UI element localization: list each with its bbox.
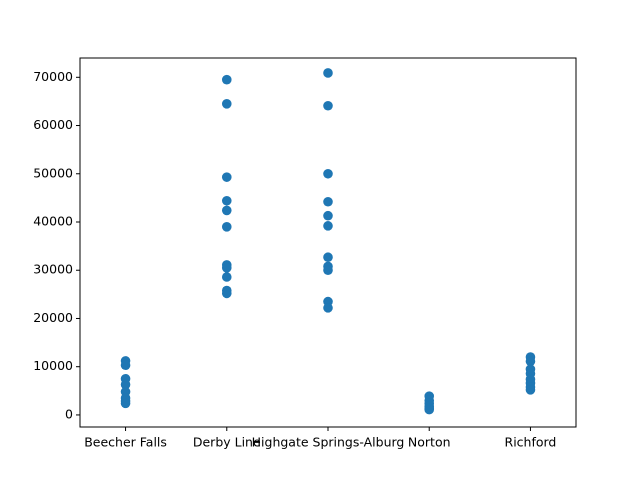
y-tick-label: 40000 (33, 214, 73, 229)
data-point (424, 404, 435, 415)
data-point (221, 263, 232, 273)
data-point (221, 99, 232, 109)
y-tick-label: 30000 (33, 262, 73, 277)
data-point (221, 195, 232, 206)
data-point (221, 172, 232, 182)
points-layer (120, 68, 536, 415)
axes-frame (79, 57, 577, 428)
data-point (525, 385, 536, 395)
y-tick-label: 0 (65, 406, 73, 421)
data-point (323, 68, 333, 78)
y-tick-label: 50000 (33, 165, 73, 180)
data-point (525, 356, 536, 367)
data-point (323, 100, 333, 111)
data-point (120, 379, 131, 390)
data-point (323, 196, 333, 207)
y-tick-label: 20000 (33, 310, 73, 325)
y-tick-label: 60000 (33, 117, 73, 132)
x-tick-label: Beecher Falls (84, 435, 167, 450)
data-point (323, 252, 333, 263)
plot-area (80, 58, 576, 427)
data-point (323, 168, 333, 179)
x-tick-label: Highgate Springs-Alburg (252, 435, 405, 450)
data-point (120, 360, 131, 371)
data-point (221, 222, 232, 232)
y-tick-label: 70000 (33, 69, 73, 84)
data-point (323, 210, 333, 221)
data-point (323, 221, 333, 231)
x-tick-label: Derby Line (193, 435, 261, 450)
data-point (221, 272, 232, 282)
data-point (120, 398, 131, 409)
data-point (221, 74, 232, 85)
data-point (221, 205, 232, 216)
x-tick-label: Norton (408, 435, 451, 450)
data-point (323, 303, 333, 313)
data-point (323, 265, 333, 276)
x-tick-label: Richford (505, 435, 557, 450)
y-axis: 0 10000 20000 30000 40000 50000 60000 70000 (33, 69, 80, 421)
data-point (221, 288, 232, 299)
y-tick-label: 10000 (33, 358, 73, 373)
